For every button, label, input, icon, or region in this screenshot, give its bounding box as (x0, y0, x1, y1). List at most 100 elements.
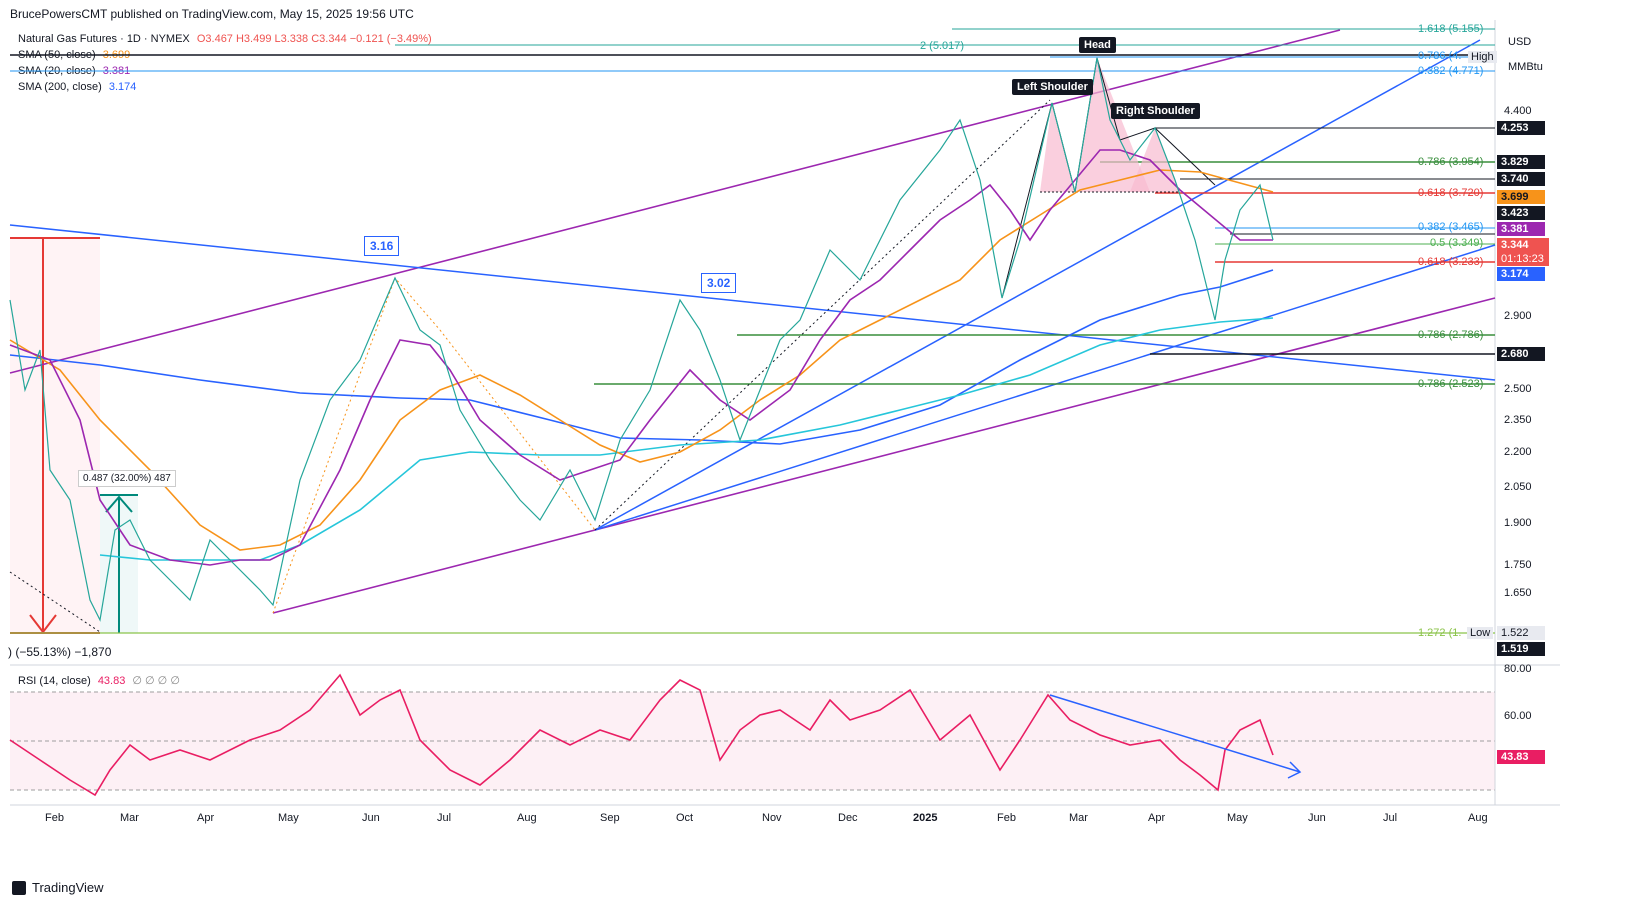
price-label-3174: 3.174 (1497, 267, 1545, 281)
axis-tick: 1.650 (1504, 587, 1532, 599)
price-label-2680: 2.680 (1497, 347, 1545, 361)
x-tick: Jun (1308, 812, 1326, 824)
x-tick: Apr (197, 812, 215, 824)
symbol-legend[interactable]: Natural Gas Futures · 1D · NYMEX O3.467 … (18, 33, 432, 45)
axis-tick: 1.750 (1504, 559, 1532, 571)
fib-label-1618: 1.618 (5.155) (1418, 23, 1484, 35)
price-label-1519: 1.519 (1497, 642, 1545, 656)
price-label-3344: 3.344 (1497, 238, 1549, 252)
x-tick: Mar (120, 812, 139, 824)
x-tick: Feb (997, 812, 1016, 824)
countdown-label: 01:13:23 (1497, 252, 1549, 266)
callout-316[interactable]: 3.16 (364, 236, 400, 256)
sma200-label: SMA (200, close) (18, 81, 102, 93)
x-tick: Sep (600, 812, 620, 824)
drop-label: ) (−55.13%) −1,870 (8, 645, 112, 659)
left-shoulder-label[interactable]: Left Shoulder (1012, 79, 1093, 95)
axis-tick: 4.400 (1504, 105, 1532, 117)
dotted-swing-2 (439, 329, 596, 531)
measure-label[interactable]: 0.487 (32.00%) 487 (78, 470, 176, 487)
rise-range-arrowhead (105, 495, 133, 513)
fib-label-3349: 0.5 (3.349) (1430, 237, 1484, 249)
axis-tick: 2.900 (1504, 310, 1532, 322)
x-tick: Feb (45, 812, 64, 824)
axis-tick: 80.00 (1504, 663, 1532, 675)
fib-label-3720: 0.618 (3.720) (1418, 187, 1484, 199)
axis-unit: MMBtu (1508, 61, 1543, 73)
price-label-3740: 3.740 (1497, 172, 1545, 186)
ohlc-values: O3.467 H3.499 L3.338 C3.344 −0.121 (−3.4… (196, 33, 432, 45)
descending-trendline (9, 224, 1496, 381)
footer-brand-text: TradingView (32, 880, 104, 895)
price-path (9, 57, 1274, 622)
drop-dotted (9, 571, 101, 633)
fib-label-0382-top: 0.382 (4.771) (1418, 65, 1484, 77)
x-tick: May (278, 812, 299, 824)
callout-302[interactable]: 3.02 (701, 273, 737, 293)
x-tick: 2025 (913, 812, 938, 824)
price-label-3699: 3.699 (1497, 190, 1545, 204)
price-label-3381: 3.381 (1497, 222, 1545, 236)
head-label[interactable]: Head (1079, 37, 1116, 53)
footer-brand[interactable]: TradingView (12, 880, 104, 895)
low-label: Low (1467, 627, 1494, 639)
dotted-swing-3 (594, 99, 1051, 531)
channel-upper-line (9, 29, 1341, 374)
x-tick: Nov (762, 812, 782, 824)
sma200-legend[interactable]: SMA (200, close) 3.174 (18, 81, 136, 93)
fib-label-1272: 1.272 (1. (1418, 627, 1462, 639)
tradingview-logo-icon (12, 880, 26, 895)
fib-label-2: 2 (5.017) (920, 40, 965, 52)
x-tick: Aug (1468, 812, 1488, 824)
fib-label-2786: 0.786 (2.786) (1418, 329, 1484, 341)
channel-lower-line (272, 297, 1496, 614)
axis-tick: 2.200 (1504, 446, 1532, 458)
x-tick: Mar (1069, 812, 1088, 824)
rsi-value-label: 43.83 (1497, 750, 1545, 764)
x-tick: Jun (362, 812, 380, 824)
left-shoulder-shade (1040, 103, 1075, 192)
x-tick: Jul (437, 812, 452, 824)
right-shoulder-label[interactable]: Right Shoulder (1111, 103, 1200, 119)
rsi-divergence-line (1049, 694, 1301, 773)
axis-tick: 2.500 (1504, 383, 1532, 395)
axis-tick: 2.050 (1504, 481, 1532, 493)
sma200-line (9, 269, 1274, 445)
x-tick: May (1227, 812, 1248, 824)
publisher-line: BrucePowersCMT published on TradingView.… (10, 7, 414, 21)
sma200-value: 3.174 (108, 81, 137, 93)
x-tick: Aug (517, 812, 537, 824)
x-tick: Apr (1148, 812, 1166, 824)
fib-label-0786-top: 0.786 (4. (1418, 50, 1462, 62)
dotted-swing-1 (272, 277, 441, 614)
sma20-line (9, 149, 1273, 566)
sma50-line (9, 169, 1274, 551)
price-label-3423: 3.423 (1497, 206, 1545, 220)
axis-tick: 60.00 (1504, 710, 1532, 722)
rsi-extra: ∅ ∅ ∅ ∅ (132, 675, 180, 687)
rsi-divergence-arrowhead (1287, 761, 1302, 779)
high-label: High (1468, 51, 1497, 63)
axis-currency: USD (1508, 36, 1532, 48)
symbol-name: Natural Gas Futures · 1D · NYMEX (18, 33, 190, 45)
rising-trendline-2 (594, 244, 1496, 531)
drop-range-box (10, 238, 100, 633)
right-shoulder-shade (1130, 128, 1180, 192)
rsi-value: 43.83 (97, 675, 126, 687)
sma100-line (99, 317, 1274, 561)
rising-trendline-1 (594, 39, 1481, 531)
rsi-line (9, 673, 1274, 797)
axis-tick: 2.350 (1504, 414, 1532, 426)
fib-label-3465: 0.382 (3.465) (1418, 221, 1484, 233)
price-label-4253: 4.253 (1497, 121, 1545, 135)
price-label-3829: 3.829 (1497, 155, 1545, 169)
x-tick: Dec (838, 812, 858, 824)
rsi-legend[interactable]: RSI (14, close) 43.83 ∅ ∅ ∅ ∅ (18, 674, 180, 687)
fib-label-3233: 0.618 (3.233) (1418, 256, 1484, 268)
rsi-label: RSI (14, close) (18, 675, 91, 687)
x-tick: Jul (1383, 812, 1398, 824)
axis-tick: 1.900 (1504, 517, 1532, 529)
x-tick: Oct (676, 812, 694, 824)
fib-label-3954: 0.786 (3.954) (1418, 156, 1484, 168)
